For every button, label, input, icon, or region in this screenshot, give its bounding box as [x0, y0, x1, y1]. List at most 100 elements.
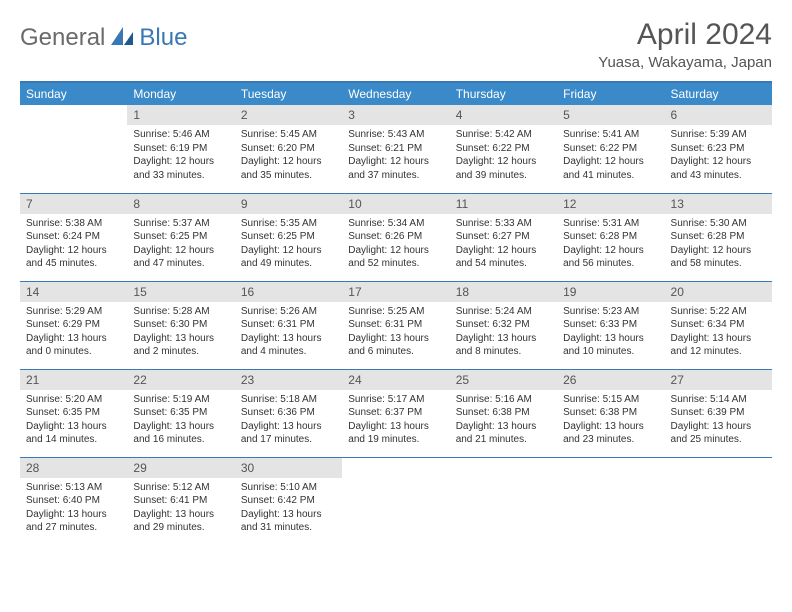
sunset-line: Sunset: 6:35 PM: [133, 406, 228, 420]
daylight-line: Daylight: 12 hours and 56 minutes.: [563, 244, 658, 271]
sunrise-line: Sunrise: 5:22 AM: [671, 305, 766, 319]
sunset-line: Sunset: 6:33 PM: [563, 318, 658, 332]
calendar-day-cell: 14Sunrise: 5:29 AMSunset: 6:29 PMDayligh…: [20, 281, 127, 369]
day-details: Sunrise: 5:25 AMSunset: 6:31 PMDaylight:…: [342, 302, 449, 363]
daylight-line: Daylight: 13 hours and 6 minutes.: [348, 332, 443, 359]
sunset-line: Sunset: 6:19 PM: [133, 142, 228, 156]
day-details: Sunrise: 5:19 AMSunset: 6:35 PMDaylight:…: [127, 390, 234, 451]
day-details: Sunrise: 5:41 AMSunset: 6:22 PMDaylight:…: [557, 125, 664, 186]
daylight-line: Daylight: 12 hours and 47 minutes.: [133, 244, 228, 271]
day-number: 23: [235, 370, 342, 390]
sunrise-line: Sunrise: 5:15 AM: [563, 393, 658, 407]
daylight-line: Daylight: 13 hours and 4 minutes.: [241, 332, 336, 359]
calendar-day-cell: 19Sunrise: 5:23 AMSunset: 6:33 PMDayligh…: [557, 281, 664, 369]
daylight-line: Daylight: 12 hours and 41 minutes.: [563, 155, 658, 182]
sunset-line: Sunset: 6:30 PM: [133, 318, 228, 332]
sunrise-line: Sunrise: 5:37 AM: [133, 217, 228, 231]
weekday-header: Tuesday: [235, 83, 342, 106]
page-title: April 2024: [598, 18, 772, 52]
day-number: 3: [342, 105, 449, 125]
weekday-header: Friday: [557, 83, 664, 106]
calendar-day-cell: 17Sunrise: 5:25 AMSunset: 6:31 PMDayligh…: [342, 281, 449, 369]
sunrise-line: Sunrise: 5:46 AM: [133, 128, 228, 142]
sunrise-line: Sunrise: 5:41 AM: [563, 128, 658, 142]
daylight-line: Daylight: 13 hours and 23 minutes.: [563, 420, 658, 447]
day-number: 30: [235, 458, 342, 478]
day-number: 25: [450, 370, 557, 390]
calendar-day-cell: 2Sunrise: 5:45 AMSunset: 6:20 PMDaylight…: [235, 105, 342, 193]
sunset-line: Sunset: 6:38 PM: [456, 406, 551, 420]
day-number: 10: [342, 194, 449, 214]
daylight-line: Daylight: 13 hours and 8 minutes.: [456, 332, 551, 359]
sunrise-line: Sunrise: 5:30 AM: [671, 217, 766, 231]
calendar-day-cell: 8Sunrise: 5:37 AMSunset: 6:25 PMDaylight…: [127, 193, 234, 281]
sunrise-line: Sunrise: 5:25 AM: [348, 305, 443, 319]
weekday-header: Wednesday: [342, 83, 449, 106]
sunrise-line: Sunrise: 5:12 AM: [133, 481, 228, 495]
calendar-day-cell: 10Sunrise: 5:34 AMSunset: 6:26 PMDayligh…: [342, 193, 449, 281]
day-number: 7: [20, 194, 127, 214]
day-number: 11: [450, 194, 557, 214]
day-number: 2: [235, 105, 342, 125]
day-details: Sunrise: 5:26 AMSunset: 6:31 PMDaylight:…: [235, 302, 342, 363]
day-details: Sunrise: 5:13 AMSunset: 6:40 PMDaylight:…: [20, 478, 127, 539]
sunset-line: Sunset: 6:25 PM: [133, 230, 228, 244]
calendar-week-row: 21Sunrise: 5:20 AMSunset: 6:35 PMDayligh…: [20, 369, 772, 457]
sunset-line: Sunset: 6:26 PM: [348, 230, 443, 244]
sunset-line: Sunset: 6:28 PM: [671, 230, 766, 244]
day-number: 24: [342, 370, 449, 390]
day-details: Sunrise: 5:43 AMSunset: 6:21 PMDaylight:…: [342, 125, 449, 186]
sunrise-line: Sunrise: 5:38 AM: [26, 217, 121, 231]
sunrise-line: Sunrise: 5:29 AM: [26, 305, 121, 319]
day-number: 17: [342, 282, 449, 302]
day-number: 28: [20, 458, 127, 478]
sail-icon: [109, 25, 135, 52]
calendar-day-cell: 20Sunrise: 5:22 AMSunset: 6:34 PMDayligh…: [665, 281, 772, 369]
weekday-header: Saturday: [665, 83, 772, 106]
day-details: Sunrise: 5:28 AMSunset: 6:30 PMDaylight:…: [127, 302, 234, 363]
sunset-line: Sunset: 6:37 PM: [348, 406, 443, 420]
sunrise-line: Sunrise: 5:31 AM: [563, 217, 658, 231]
sunset-line: Sunset: 6:22 PM: [563, 142, 658, 156]
calendar-day-cell: 18Sunrise: 5:24 AMSunset: 6:32 PMDayligh…: [450, 281, 557, 369]
calendar-empty-cell: [557, 457, 664, 545]
calendar-day-cell: 24Sunrise: 5:17 AMSunset: 6:37 PMDayligh…: [342, 369, 449, 457]
calendar-day-cell: 1Sunrise: 5:46 AMSunset: 6:19 PMDaylight…: [127, 105, 234, 193]
title-block: April 2024 Yuasa, Wakayama, Japan: [598, 18, 772, 71]
sunrise-line: Sunrise: 5:23 AM: [563, 305, 658, 319]
daylight-line: Daylight: 13 hours and 21 minutes.: [456, 420, 551, 447]
sunrise-line: Sunrise: 5:13 AM: [26, 481, 121, 495]
logo: General Blue: [20, 24, 187, 52]
daylight-line: Daylight: 13 hours and 2 minutes.: [133, 332, 228, 359]
calendar-day-cell: 3Sunrise: 5:43 AMSunset: 6:21 PMDaylight…: [342, 105, 449, 193]
sunset-line: Sunset: 6:20 PM: [241, 142, 336, 156]
daylight-line: Daylight: 12 hours and 49 minutes.: [241, 244, 336, 271]
day-details: Sunrise: 5:17 AMSunset: 6:37 PMDaylight:…: [342, 390, 449, 451]
calendar-week-row: 1 Sunrise: 5:46 AMSunset: 6:19 PM Daylight…: [20, 105, 772, 193]
header: General Blue April 2024 Yuasa, Wakayama,…: [20, 18, 772, 71]
daylight-line: Daylight: 13 hours and 29 minutes.: [133, 508, 228, 535]
day-number: 22: [127, 370, 234, 390]
day-number: 27: [665, 370, 772, 390]
weekday-header: Monday: [127, 83, 234, 106]
sunset-line: Sunset: 6:25 PM: [241, 230, 336, 244]
day-number: 29: [127, 458, 234, 478]
sunset-line: Sunset: 6:41 PM: [133, 494, 228, 508]
calendar-day-cell: 13Sunrise: 5:30 AMSunset: 6:28 PMDayligh…: [665, 193, 772, 281]
calendar-empty-cell: [20, 105, 127, 193]
weekday-header-row: SundayMondayTuesdayWednesdayThursdayFrid…: [20, 83, 772, 106]
daylight-line: Daylight: 12 hours and 39 minutes.: [456, 155, 551, 182]
day-details: Sunrise: 5:15 AMSunset: 6:38 PMDaylight:…: [557, 390, 664, 451]
sunrise-line: Sunrise: 5:42 AM: [456, 128, 551, 142]
calendar-day-cell: 26Sunrise: 5:15 AMSunset: 6:38 PMDayligh…: [557, 369, 664, 457]
day-number: 1: [127, 105, 234, 125]
day-number: 18: [450, 282, 557, 302]
sunrise-line: Sunrise: 5:24 AM: [456, 305, 551, 319]
day-details: Sunrise: 5:23 AMSunset: 6:33 PMDaylight:…: [557, 302, 664, 363]
calendar-day-cell: 4Sunrise: 5:42 AMSunset: 6:22 PMDaylight…: [450, 105, 557, 193]
daylight-line: Daylight: 12 hours and 37 minutes.: [348, 155, 443, 182]
calendar-day-cell: 16Sunrise: 5:26 AMSunset: 6:31 PMDayligh…: [235, 281, 342, 369]
sunset-line: Sunset: 6:24 PM: [26, 230, 121, 244]
calendar-day-cell: 5Sunrise: 5:41 AMSunset: 6:22 PMDaylight…: [557, 105, 664, 193]
daylight-line: Daylight: 13 hours and 0 minutes.: [26, 332, 121, 359]
